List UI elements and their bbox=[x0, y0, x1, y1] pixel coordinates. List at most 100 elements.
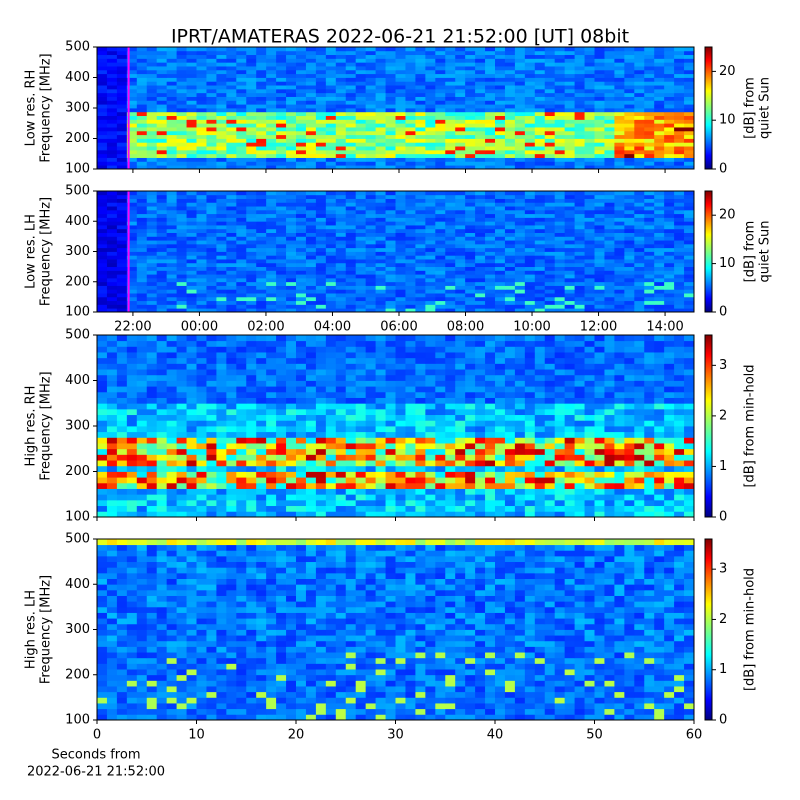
spectrogram-cell bbox=[644, 277, 655, 283]
spectrogram-cell bbox=[286, 431, 297, 438]
spectrogram-cell bbox=[355, 499, 367, 507]
spectrogram-cell bbox=[375, 69, 386, 75]
spectrogram-cell bbox=[365, 414, 376, 421]
spectrogram-cell bbox=[196, 426, 207, 433]
spectrogram-cell bbox=[126, 293, 138, 298]
spectrogram-cell bbox=[296, 437, 307, 444]
spectrogram-cell bbox=[166, 236, 177, 241]
spectrogram-cell bbox=[395, 281, 406, 286]
spectrogram-cell bbox=[375, 81, 386, 86]
spectrogram-cell bbox=[335, 81, 347, 86]
spectrogram-cell bbox=[335, 213, 347, 218]
spectrogram-cell bbox=[445, 85, 456, 90]
spectrogram-cell bbox=[146, 225, 158, 230]
spectrogram-cell bbox=[106, 414, 118, 421]
spectrogram-cell bbox=[325, 293, 337, 298]
spectrogram-cell bbox=[405, 130, 416, 136]
spectrogram-cell bbox=[395, 115, 406, 120]
spectrogram-cell bbox=[325, 431, 337, 438]
spectrogram-cell bbox=[475, 217, 486, 222]
spectrogram-cell bbox=[186, 191, 197, 196]
spectrogram-cell bbox=[315, 488, 327, 495]
spectrogram-cell bbox=[405, 138, 416, 143]
spectrogram-cell bbox=[644, 460, 655, 467]
spectrogram-cell bbox=[385, 221, 396, 226]
spectrogram-cell bbox=[266, 209, 277, 215]
spectrogram-cell bbox=[375, 54, 386, 59]
spectrogram-cell bbox=[305, 243, 317, 249]
spectrogram-cell bbox=[524, 266, 536, 271]
spectrogram-cell bbox=[345, 420, 357, 427]
spectrogram-cell bbox=[296, 66, 307, 71]
spectrogram-cell bbox=[325, 420, 337, 427]
spectrogram-cell bbox=[286, 499, 297, 507]
spectrogram-cell bbox=[206, 296, 217, 302]
spectrogram-cell bbox=[544, 437, 556, 444]
spectrogram-cell bbox=[236, 243, 247, 249]
spectrogram-cell bbox=[286, 243, 297, 249]
spectrogram-cell bbox=[475, 92, 486, 97]
spectrogram-cell bbox=[276, 437, 287, 444]
spectrogram-cell bbox=[156, 100, 168, 105]
spectrogram-cell bbox=[475, 88, 486, 94]
spectrogram-cell bbox=[554, 221, 566, 226]
spectrogram-cell bbox=[325, 127, 337, 132]
spectrogram-cell bbox=[355, 142, 367, 147]
spectrogram-cell bbox=[684, 448, 695, 455]
spectrogram-cell bbox=[345, 460, 357, 467]
spectrogram-cell bbox=[395, 73, 406, 78]
spectrogram-cell bbox=[564, 465, 575, 472]
spectrogram-cell bbox=[654, 73, 665, 78]
spectrogram-cell bbox=[146, 285, 158, 290]
spectrogram-cell bbox=[564, 255, 575, 260]
spectrogram-cell bbox=[236, 477, 247, 484]
spectrogram-cell bbox=[156, 47, 168, 52]
spectrogram-cell bbox=[206, 289, 217, 294]
spectrogram-cell bbox=[315, 266, 327, 271]
spectrogram-cell bbox=[365, 127, 376, 132]
spectrogram-cell bbox=[315, 281, 327, 286]
spectrogram-cell bbox=[475, 221, 486, 226]
spectrogram-cell bbox=[385, 115, 396, 120]
spectrogram-cell bbox=[335, 88, 347, 94]
spectrogram-cell bbox=[485, 448, 496, 455]
spectrogram-cell bbox=[256, 81, 267, 86]
spectrogram-cell bbox=[614, 243, 625, 249]
spectrogram-cell bbox=[216, 488, 227, 495]
spectrogram-cell bbox=[146, 209, 158, 215]
spectrogram-cell bbox=[166, 73, 177, 78]
spectrogram-cell bbox=[534, 420, 546, 427]
spectrogram-cell bbox=[186, 221, 197, 226]
spectrogram-cell bbox=[97, 251, 108, 256]
spectrogram-cell bbox=[166, 494, 177, 501]
spectrogram-cell bbox=[385, 259, 396, 264]
spectrogram-cell bbox=[435, 448, 446, 455]
spectrogram-cell bbox=[335, 293, 347, 298]
spectrogram-cell bbox=[206, 465, 217, 472]
spectrogram-cell bbox=[315, 240, 327, 245]
spectrogram-cell bbox=[624, 232, 635, 237]
spectrogram-cell bbox=[355, 108, 367, 113]
spectrogram-cell bbox=[236, 465, 247, 472]
spectrogram-cell bbox=[415, 142, 426, 147]
spectrogram-cell bbox=[97, 285, 108, 290]
spectrogram-cell bbox=[534, 130, 546, 136]
spectrogram-cell bbox=[97, 477, 108, 484]
spectrogram-cell bbox=[614, 270, 625, 275]
spectrogram-cell bbox=[664, 161, 675, 166]
spectrogram-cell bbox=[485, 73, 496, 78]
spectrogram-cell bbox=[325, 460, 337, 467]
spectrogram-cell bbox=[206, 77, 217, 82]
spectrogram-cell bbox=[435, 66, 446, 71]
spectrogram-cell bbox=[216, 69, 227, 75]
spectrogram-cell bbox=[186, 58, 197, 63]
spectrogram-cell bbox=[286, 259, 297, 264]
spectrogram-cell bbox=[126, 50, 138, 56]
spectrogram-cell bbox=[206, 202, 217, 207]
spectrogram-cell bbox=[216, 58, 227, 63]
spectrogram-cell bbox=[485, 499, 496, 507]
spectrogram-cell bbox=[684, 426, 695, 433]
spectrogram-cell bbox=[614, 58, 625, 63]
spectrogram-cell bbox=[564, 123, 575, 128]
spectrogram-cell bbox=[196, 262, 207, 268]
